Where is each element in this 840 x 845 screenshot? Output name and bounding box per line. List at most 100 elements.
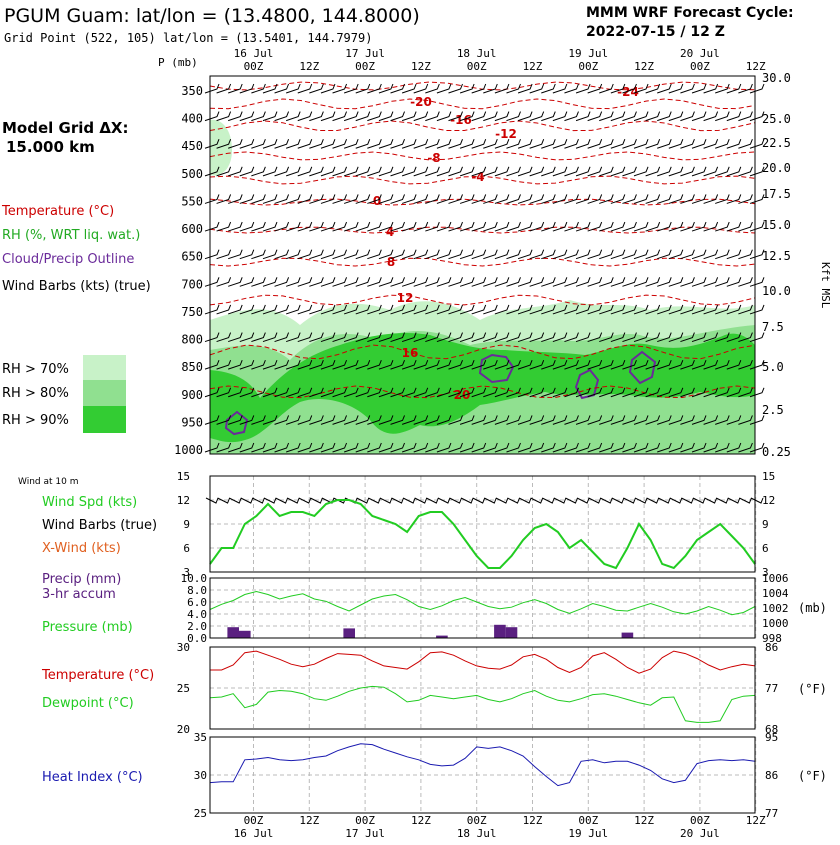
wind-ticks: 3 3 6 6 9 9 12 12 15 15 [177,470,776,579]
dewpoint-label: Dewpoint (°C) [42,696,134,711]
wind-barb [680,304,695,315]
wind-barb [587,111,603,122]
pressure-tick: 900 [181,388,203,402]
wind-barb [436,221,452,232]
surface-wind-barb [310,497,323,504]
wind-barb [297,249,313,260]
wind-barb [633,332,649,343]
wind-barb [610,166,626,177]
wind-barb [204,139,220,149]
wind-barb [204,166,220,177]
page-title: PGUM Guam: lat/lon = (13.4800, 144.8000) [4,5,420,27]
rh90-swatch [83,406,126,433]
wind-barb [274,139,290,149]
wind-barb [587,249,603,260]
temperature-panel-border [209,646,756,730]
x-wind-label: X-Wind (kts) [42,541,121,556]
wind-barb [459,139,475,149]
wind-barb [587,442,603,453]
wind-barb [738,359,753,370]
wind-barb [297,332,313,343]
wind-barb [343,221,359,232]
wind-barb [378,415,394,425]
pressure-tick: 350 [181,84,203,98]
wind-barb [425,139,440,149]
time-axis-top: 00Z 12Z 00Z 12Z 00Z 12Z 00Z 12Z 00Z 12Z 16 Jul 17 J… [234,47,766,73]
wind-barb [239,166,255,177]
wind-barb [668,359,684,370]
pressure-label: Pressure (mb) [42,620,133,635]
wind-barb [436,332,452,343]
wind-barb [274,359,290,370]
wind-barb [459,387,475,398]
wind-barb [228,111,243,122]
heat-index-panel: Heat Index (°C) 25 77 30 86 35 95 (°F) [42,731,827,820]
heat-index-ticks: 25 77 30 86 35 95 [194,731,779,820]
time-tick-bottom: 12Z [746,814,766,827]
wind-barb [251,111,266,122]
wind-barb [587,194,603,204]
wind-barb [436,304,452,315]
wind-barb [425,442,440,453]
wind-barb [286,332,301,343]
wind-barb [599,83,614,94]
wind-barb [610,83,626,94]
wind-barb [401,221,417,232]
wind-barb [633,166,649,177]
wind-barb [286,166,301,177]
wind-barb [599,304,614,315]
surface-wind-barb [275,497,289,504]
wind-barb [216,442,232,453]
time-tick-top: 00Z [690,60,710,73]
wind-barb [517,139,533,149]
wind-barb [204,359,220,370]
time-tick-bottom: 00Z [244,814,264,827]
wind-barb [622,249,637,260]
wind-barb [645,83,661,94]
wind-barb [367,359,382,370]
surface-wind-barb [553,497,567,504]
surface-wind-barb [565,497,578,504]
time-tick-top: 12Z [299,60,319,73]
wind-barb [332,359,348,370]
time-tick-top: 00Z [244,60,264,73]
wind-barb [274,221,290,232]
wind-barb [228,194,243,204]
wind-barb [343,139,359,149]
wind-barb [425,277,440,287]
wind-barb [216,359,232,370]
wind-barb [401,194,417,204]
wind-tick-right: 3 [762,566,769,579]
wind-barb [506,194,521,204]
wind-barb [448,304,463,315]
wind-barb [448,221,463,232]
wind-barb [378,359,394,370]
surface-wind-barb [414,497,428,504]
precip-bar [494,624,506,638]
wind-barb [297,194,313,204]
wind-barb [239,221,255,232]
wind-barb [599,332,614,343]
wind-barb [483,387,498,398]
wind-barb [378,442,394,453]
rh70-swatch [83,355,126,380]
wind-barb [401,332,417,343]
wind-barb [355,111,371,122]
surface-wind-barb [692,497,706,504]
wind-barb [309,387,324,398]
date-label-top: 16 Jul [234,47,274,60]
wind-barb [332,304,348,315]
wind-barb [691,83,707,94]
wind-barb [378,249,394,260]
precip-pressure-panel: Precip (mm) 3-hr accum Pressure (mb) 0.0… [42,572,827,645]
wind-barb [459,194,475,204]
wind-barb [262,387,278,398]
wind-barb [436,83,452,94]
wind-barb [517,221,533,232]
wind-barb [390,221,405,232]
precip-tick: 4.0 [187,608,207,621]
wind-barb [355,304,371,315]
wind-barb [587,277,603,287]
wind-barb [228,332,243,343]
wind-barb [645,332,661,343]
